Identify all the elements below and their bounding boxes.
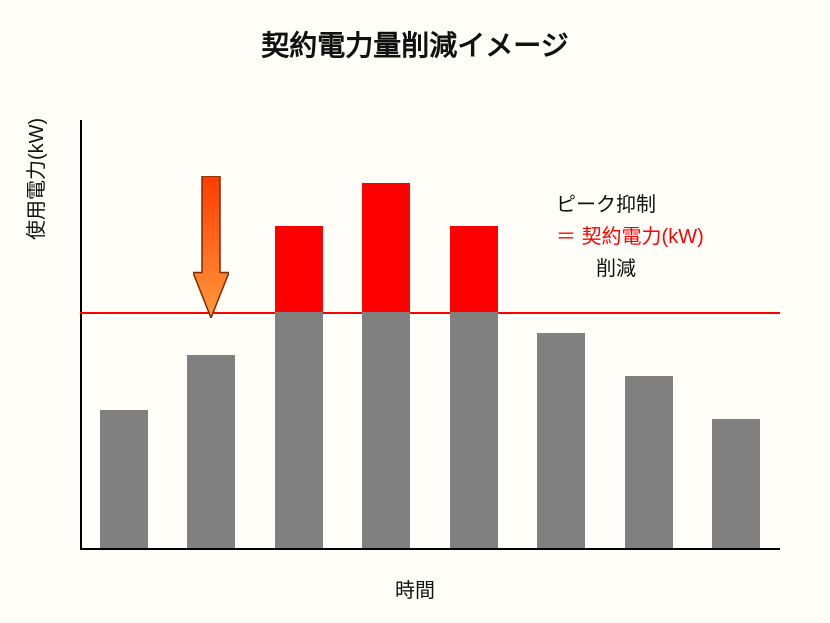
annotation-line2-main: 契約電力(kW) xyxy=(582,226,704,248)
bar-gray-segment xyxy=(625,376,673,548)
x-axis xyxy=(80,548,780,550)
x-axis-label: 時間 xyxy=(0,574,830,603)
down-arrow-icon xyxy=(193,176,229,318)
bar-3 xyxy=(362,183,410,549)
annotation-box: ピーク抑制 ＝ 契約電力(kW) 削減 xyxy=(556,189,704,285)
bar-gray-segment xyxy=(362,312,410,549)
bar-gray-segment xyxy=(187,355,235,549)
plot-area: ピーク抑制 ＝ 契約電力(kW) 削減 xyxy=(80,120,780,550)
chart-container: 契約電力量削減イメージ 使用電力(kW) 時間 ピーク抑制 ＝ 契約電力(kW)… xyxy=(0,0,830,623)
chart-title: 契約電力量削減イメージ xyxy=(0,24,830,64)
bar-gray-segment xyxy=(712,419,760,548)
annotation-line2-prefix: ＝ xyxy=(556,226,582,248)
bar-red-segment xyxy=(450,226,498,312)
bar-red-segment xyxy=(362,183,410,312)
annotation-line1: ピーク抑制 xyxy=(556,189,704,221)
bar-gray-segment xyxy=(100,410,148,548)
bar-7 xyxy=(712,419,760,548)
bar-4 xyxy=(450,226,498,549)
bar-5 xyxy=(537,333,585,548)
bar-gray-segment xyxy=(275,312,323,549)
bar-1 xyxy=(187,355,235,549)
annotation-line3: 削減 xyxy=(556,253,704,285)
bar-gray-segment xyxy=(450,312,498,549)
bar-0 xyxy=(100,410,148,548)
bar-6 xyxy=(625,376,673,548)
bar-gray-segment xyxy=(537,333,585,548)
annotation-line2: ＝ 契約電力(kW) xyxy=(556,221,704,253)
bars-group xyxy=(80,120,780,548)
y-axis-label: 使用電力(kW) xyxy=(20,118,49,240)
bar-2 xyxy=(275,226,323,549)
bar-red-segment xyxy=(275,226,323,312)
